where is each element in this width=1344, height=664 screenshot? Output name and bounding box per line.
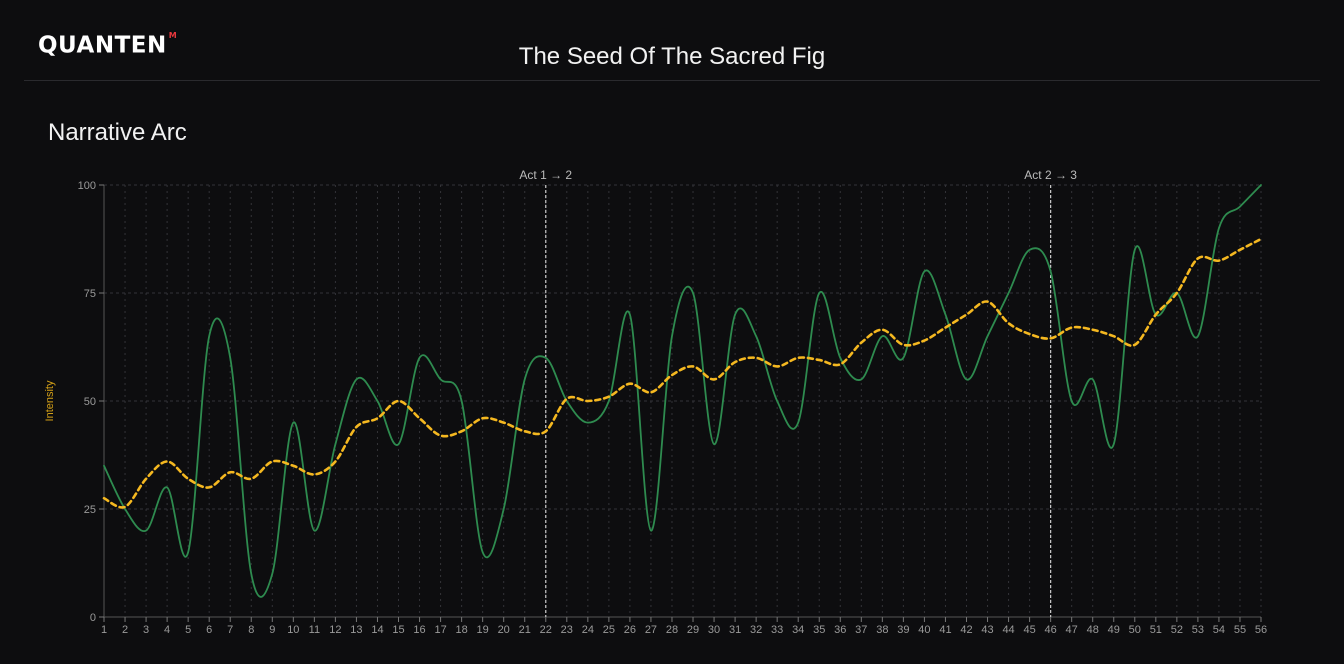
x-tick-label: 18 [455, 624, 467, 636]
x-tick-label: 15 [392, 624, 404, 636]
x-tick-label: 25 [603, 624, 615, 636]
x-tick-label: 42 [960, 624, 972, 636]
x-tick-label: 56 [1255, 624, 1267, 636]
intensity-series-line [103, 184, 1262, 598]
y-tick-label: 75 [84, 288, 96, 300]
page-title: The Seed Of The Sacred Fig [518, 43, 826, 70]
x-tick-label: 1 [101, 624, 107, 636]
x-tick-label: 14 [371, 624, 383, 636]
x-tick-label: 23 [561, 624, 573, 636]
x-tick-label: 11 [309, 624, 320, 636]
x-tick-label: 28 [666, 624, 678, 636]
x-tick-label: 22 [540, 624, 552, 636]
x-tick-label: 30 [708, 624, 720, 636]
section-title: Narrative Arc [48, 119, 187, 146]
x-tick-label: 45 [1023, 624, 1035, 636]
y-axis-label: Intensity [44, 380, 56, 421]
x-tick-label: 34 [792, 624, 804, 636]
x-tick-label: 21 [519, 624, 531, 636]
brand-logo-mark: M [168, 31, 178, 40]
x-tick-label: 33 [771, 624, 783, 636]
x-tick-label: 39 [897, 624, 909, 636]
x-tick-label: 32 [750, 624, 762, 636]
act-marker-label: Act 2 → 3 [1024, 168, 1077, 182]
x-tick-label: 16 [413, 624, 425, 636]
x-tick-label: 49 [1108, 624, 1120, 636]
x-tick-label: 2 [122, 624, 128, 636]
x-tick-label: 35 [813, 624, 825, 636]
x-tick-label: 7 [227, 624, 233, 636]
x-tick-label: 41 [939, 624, 951, 636]
x-tick-label: 12 [329, 624, 341, 636]
x-tick-label: 54 [1213, 624, 1225, 636]
x-tick-label: 5 [185, 624, 191, 636]
trend-series-line [102, 237, 1263, 509]
x-tick-label: 3 [143, 624, 149, 636]
y-tick-label: 25 [84, 504, 96, 516]
x-tick-label: 38 [876, 624, 888, 636]
x-tick-label: 24 [582, 624, 594, 636]
x-tick-label: 44 [1002, 624, 1014, 636]
brand-logo-text: QUANTEN [38, 32, 167, 59]
header-divider [24, 80, 1320, 81]
y-tick-label: 100 [78, 180, 96, 192]
y-tick-label: 0 [90, 612, 96, 624]
x-tick-label: 53 [1192, 624, 1204, 636]
x-tick-label: 26 [624, 624, 636, 636]
x-tick-label: 46 [1045, 624, 1057, 636]
x-tick-label: 40 [918, 624, 930, 636]
x-tick-label: 27 [645, 624, 657, 636]
x-tick-label: 47 [1066, 624, 1078, 636]
x-tick-label: 17 [434, 624, 446, 636]
x-tick-label: 48 [1087, 624, 1099, 636]
x-tick-label: 8 [248, 624, 254, 636]
x-tick-label: 19 [477, 624, 489, 636]
x-tick-label: 51 [1150, 624, 1162, 636]
y-tick-label: 50 [84, 396, 96, 408]
x-tick-label: 6 [206, 624, 212, 636]
x-tick-label: 13 [350, 624, 362, 636]
x-tick-label: 50 [1129, 624, 1141, 636]
x-tick-label: 36 [834, 624, 846, 636]
act-marker-label: Act 1 → 2 [519, 168, 572, 182]
x-tick-label: 10 [287, 624, 299, 636]
x-tick-label: 52 [1171, 624, 1183, 636]
x-tick-label: 20 [498, 624, 510, 636]
x-tick-label: 55 [1234, 624, 1246, 636]
x-tick-label: 4 [164, 624, 170, 636]
x-tick-label: 29 [687, 624, 699, 636]
brand-logo[interactable]: QUANTEN M [38, 28, 177, 60]
x-tick-label: 9 [269, 624, 275, 636]
x-tick-label: 37 [855, 624, 867, 636]
x-tick-label: 43 [981, 624, 993, 636]
x-tick-label: 31 [729, 624, 741, 636]
